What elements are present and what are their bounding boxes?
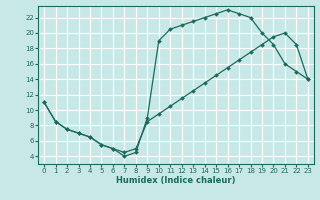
X-axis label: Humidex (Indice chaleur): Humidex (Indice chaleur) bbox=[116, 176, 236, 185]
